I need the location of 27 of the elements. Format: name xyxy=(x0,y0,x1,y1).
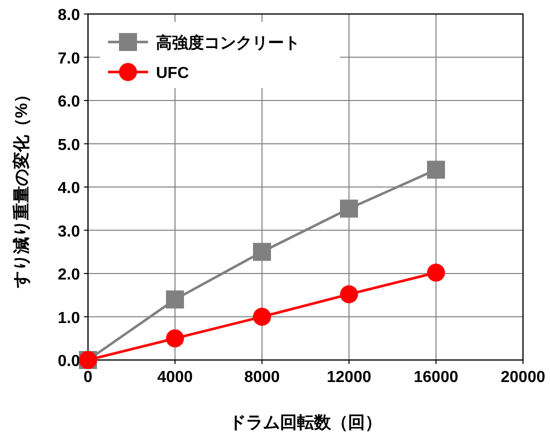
x-tick-label: 16000 xyxy=(414,369,458,386)
point xyxy=(166,329,184,348)
x-tick-label: 0 xyxy=(84,369,93,386)
y-tick-label: 8.0 xyxy=(58,7,80,24)
x-axis-title: ドラム回転数（回） xyxy=(229,413,382,432)
point xyxy=(427,160,445,179)
y-tick-label: 3.0 xyxy=(58,223,80,240)
y-tick-label: 1.0 xyxy=(58,310,80,327)
legend-label: UFC xyxy=(156,65,190,82)
y-axis-title: すり減り重量の変化（%） xyxy=(12,86,31,290)
point xyxy=(427,264,445,282)
point xyxy=(340,200,358,218)
legend-label: 高強度コンクリート xyxy=(156,33,300,52)
y-tick-label: 5.0 xyxy=(58,136,80,154)
point xyxy=(340,285,358,304)
point xyxy=(253,308,271,326)
x-tick-label: 12000 xyxy=(326,369,372,386)
y-tick-label: 4.0 xyxy=(58,180,80,197)
y-tick-label: 0.0 xyxy=(58,353,80,370)
y-tick-label: 6.0 xyxy=(58,94,80,110)
x-tick-label: 20000 xyxy=(500,369,546,386)
point xyxy=(166,290,184,308)
point xyxy=(253,242,271,261)
y-tick-label: 2.0 xyxy=(58,266,80,284)
y-tick-label: 7.0 xyxy=(58,50,80,68)
x-tick-label: 4000 xyxy=(157,369,193,386)
x-tick-label: 8000 xyxy=(244,369,280,386)
